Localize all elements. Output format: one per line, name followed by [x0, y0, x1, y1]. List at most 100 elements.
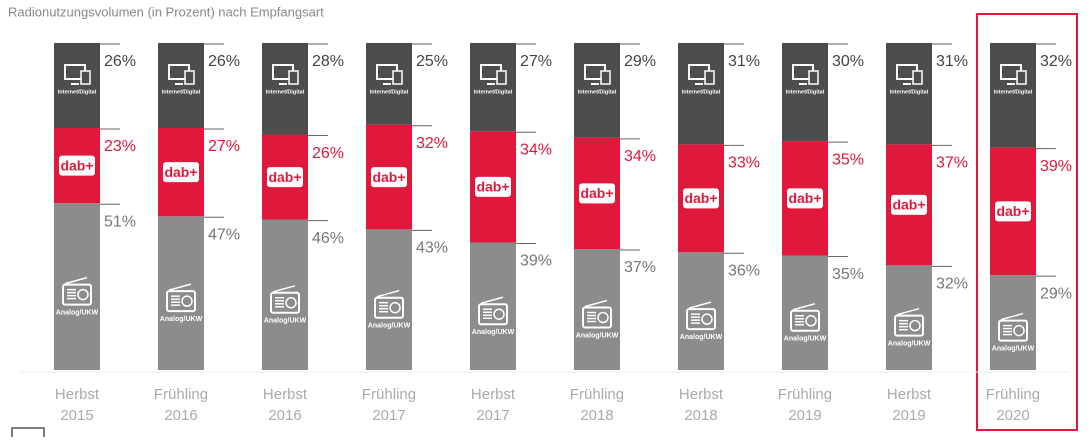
- icon: [701, 313, 713, 325]
- icon: [1000, 312, 1024, 321]
- x-tick-label-line: 2017: [476, 407, 509, 424]
- value-label: 34%: [520, 142, 552, 159]
- dab-logo-bg: [683, 188, 719, 209]
- icon: [77, 288, 89, 301]
- x-tick-label-line: 2019: [892, 407, 925, 424]
- bar-segment: [158, 216, 204, 370]
- segment-name: Internet/Digital: [994, 89, 1033, 95]
- x-tick-label: Herbst 2017: [471, 386, 516, 424]
- x-tick-label: Frühling 2017: [362, 386, 416, 424]
- x-tick-label-line: 2018: [684, 407, 717, 424]
- value-label: 36%: [728, 262, 760, 279]
- icon: [894, 314, 924, 337]
- segment-name: Analog/UKW: [160, 316, 203, 323]
- bar-segment: [886, 265, 932, 370]
- segment-name: Analog/UKW: [784, 336, 827, 343]
- icon: [704, 70, 715, 85]
- segment-name: dab+: [788, 190, 821, 206]
- value-label: 30%: [832, 53, 864, 70]
- icon: [582, 306, 612, 329]
- x-tick-label-line: 2020: [996, 407, 1029, 424]
- dab-logo-bg: [579, 183, 615, 204]
- bar-segment: [782, 43, 828, 142]
- x-tick-label-line: 2019: [788, 407, 821, 424]
- value-label: 26%: [104, 53, 136, 70]
- dab-logo-bg: [995, 201, 1031, 222]
- bar-segment: [54, 43, 100, 129]
- value-label: 26%: [208, 53, 240, 70]
- bar-segment: [366, 229, 412, 370]
- highlight-box: [976, 13, 1078, 431]
- icon: [808, 70, 819, 85]
- icon: [686, 308, 716, 331]
- dab-logo-bg: [163, 162, 199, 183]
- x-tick-label-line: Frühling: [570, 386, 624, 403]
- value-label: 35%: [832, 266, 864, 283]
- icon: [376, 289, 400, 298]
- icon: [597, 311, 609, 324]
- value-label: 26%: [312, 145, 344, 162]
- x-tick-label-line: Frühling: [778, 386, 832, 403]
- segment-name: dab+: [164, 164, 197, 180]
- corner-box: [11, 427, 45, 442]
- x-tick-label: Frühling 2018: [570, 386, 624, 424]
- icon: [62, 283, 92, 306]
- value-label: 39%: [1040, 158, 1072, 175]
- value-label: 33%: [728, 155, 760, 172]
- icon: [1013, 324, 1025, 337]
- value-label: 29%: [1040, 285, 1072, 302]
- icon: [1016, 70, 1027, 85]
- dab-logo-bg: [475, 176, 511, 197]
- dab-logo-bg: [787, 188, 823, 209]
- x-tick-label-line: Herbst: [55, 386, 100, 403]
- icon: [496, 70, 507, 85]
- segment-name: Analog/UKW: [264, 318, 307, 325]
- bar-segment: [574, 43, 620, 138]
- value-label: 37%: [624, 259, 656, 276]
- bar-segment: [678, 43, 724, 145]
- segment-name: Internet/Digital: [370, 89, 409, 95]
- value-label: 37%: [936, 155, 968, 172]
- segment-name: Analog/UKW: [368, 323, 411, 330]
- icon: [584, 299, 608, 308]
- segment-name: dab+: [892, 197, 925, 213]
- icon: [480, 296, 504, 304]
- segment-name: Analog/UKW: [888, 341, 931, 348]
- value-label: 28%: [312, 53, 344, 70]
- x-tick-label-line: Frühling: [986, 386, 1040, 403]
- icon: [805, 315, 817, 327]
- segment-name: Internet/Digital: [578, 89, 617, 95]
- icon: [909, 319, 921, 332]
- segment-name: dab+: [684, 190, 717, 206]
- dab-logo-bg: [59, 155, 95, 176]
- segment-name: Analog/UKW: [680, 334, 723, 341]
- x-tick-label-line: Herbst: [887, 386, 932, 403]
- value-label: 25%: [416, 53, 448, 70]
- dab-logo-bg: [267, 167, 303, 188]
- bar-segment: [470, 43, 516, 132]
- x-tick-label-line: 2016: [164, 407, 197, 424]
- icon: [998, 319, 1028, 342]
- value-label: 46%: [312, 230, 344, 247]
- value-label: 31%: [728, 53, 760, 70]
- x-tick-label: Herbst 2018: [679, 386, 724, 424]
- dab-logo-bg: [891, 194, 927, 215]
- icon: [912, 70, 923, 85]
- value-label: 43%: [416, 240, 448, 257]
- segment-name: Analog/UKW: [992, 345, 1035, 352]
- chart-title: Radionutzungsvolumen (in Prozent) nach E…: [8, 4, 324, 19]
- value-label: 47%: [208, 227, 240, 244]
- x-tick-label: Frühling 2016: [154, 386, 208, 424]
- x-tick-label-line: Frühling: [362, 386, 416, 403]
- x-tick-label-line: Herbst: [679, 386, 724, 403]
- icon: [392, 70, 403, 85]
- icon: [600, 70, 611, 85]
- bar-segment: [262, 219, 308, 370]
- icon: [181, 295, 193, 307]
- x-tick-label: Frühling 2020: [986, 386, 1040, 424]
- icon: [896, 307, 920, 316]
- value-label: 32%: [936, 276, 968, 293]
- icon: [80, 70, 91, 85]
